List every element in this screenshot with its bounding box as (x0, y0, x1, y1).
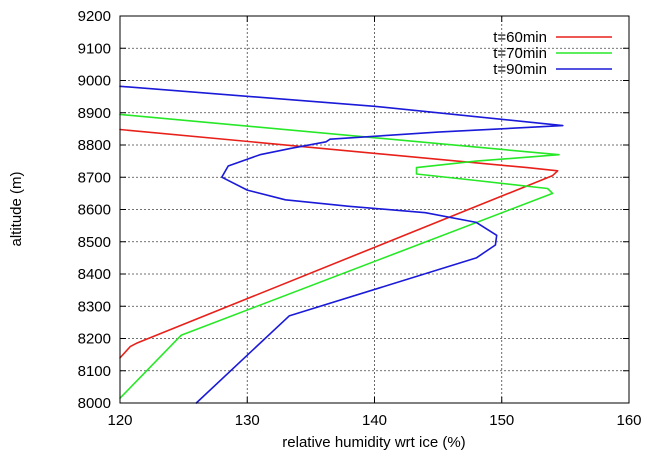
y-tick-label: 8600 (78, 202, 111, 219)
y-tick-label: 8400 (78, 266, 111, 283)
y-tick-labels: 8000 8100 8200 8300 8400 8500 8600 8700 8800 8900… (78, 8, 111, 412)
y-tick-label: 8800 (78, 137, 111, 154)
series-line-t-90min (119, 85, 564, 404)
y-tick-label: 9100 (78, 40, 111, 57)
y-tick-label: 9200 (78, 8, 111, 25)
series-line-t-70min (119, 113, 560, 400)
y-tick-label: 8200 (78, 331, 111, 348)
y-tick-label: 8900 (78, 105, 111, 122)
y-tick-label: 8700 (78, 169, 111, 186)
x-tick-label: 140 (362, 412, 387, 429)
x-axis-label: relative humidity wrt ice (%) (282, 434, 465, 451)
legend-label: t=60min (493, 29, 547, 46)
x-tick-label: 120 (107, 412, 132, 429)
series-line-t-60min (119, 128, 559, 359)
legend-label: t=70min (493, 45, 547, 62)
series-lines (119, 85, 564, 404)
x-tick-label: 130 (235, 412, 260, 429)
y-tick-label: 8500 (78, 234, 111, 251)
y-tick-label: 8100 (78, 363, 111, 380)
y-tick-label: 9000 (78, 73, 111, 90)
axis-ticks (119, 15, 630, 404)
y-tick-label: 8000 (78, 395, 111, 412)
y-axis-label: altitude (m) (8, 171, 25, 246)
x-tick-labels: 120 130 140 150 160 (107, 412, 641, 429)
x-tick-label: 160 (616, 412, 641, 429)
grid-lines (120, 16, 629, 403)
legend-label: t=90min (493, 61, 547, 78)
y-tick-label: 8300 (78, 298, 111, 315)
x-tick-label: 150 (489, 412, 514, 429)
